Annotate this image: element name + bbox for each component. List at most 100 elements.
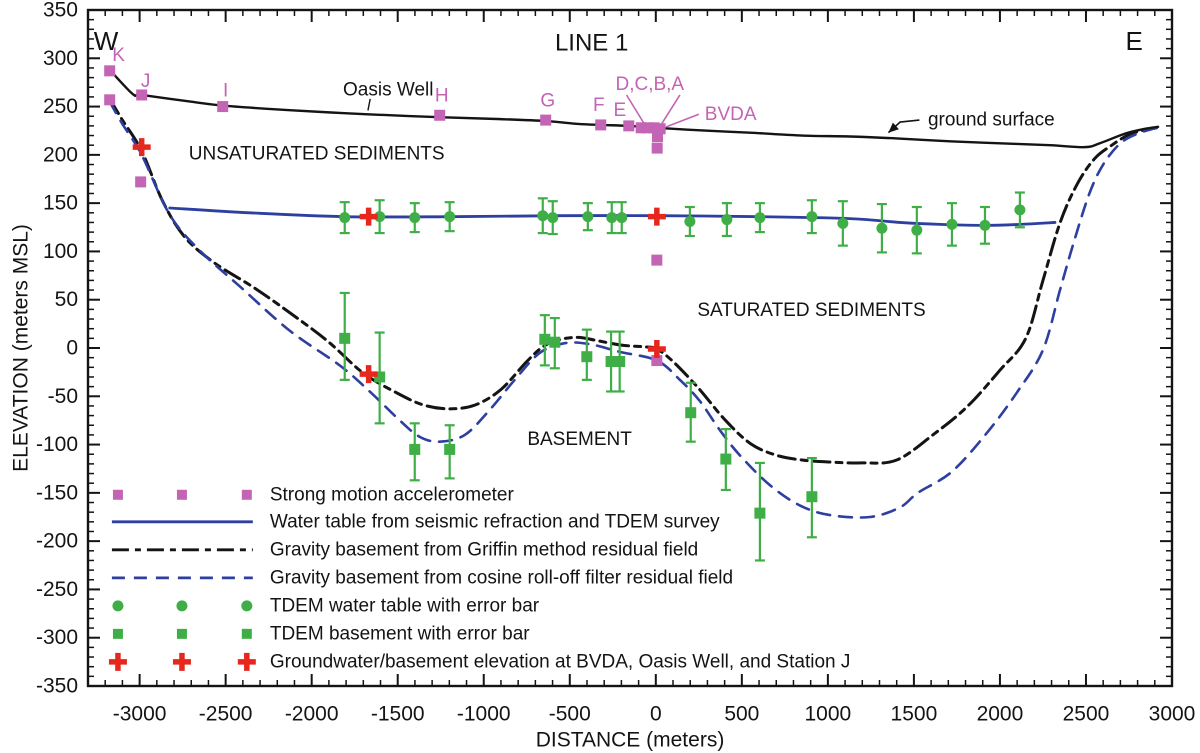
x-tick-label: 3000: [1149, 703, 1196, 726]
station-cross: [647, 339, 666, 358]
annotation-bvda: BVDA: [705, 104, 757, 125]
legend-label-0: Strong motion accelerometer: [270, 484, 515, 505]
accelerometer-square: [135, 176, 147, 188]
accelerometer-square: [651, 142, 663, 154]
station-cross: [647, 207, 666, 226]
tdem-basement-point: [339, 332, 351, 344]
x-tick-label: 2500: [1063, 703, 1110, 726]
accelerometer-square: [642, 122, 654, 134]
tdem-water-point: [582, 211, 594, 223]
annotation-unsaturated: UNSATURATED SEDIMENTS: [189, 143, 445, 164]
x-tick-label: -1500: [371, 703, 425, 726]
station-cross: [359, 365, 378, 384]
annotation-title: LINE 1: [555, 29, 628, 56]
x-tick-label: -2500: [199, 703, 253, 726]
legend-square-marker: [241, 628, 252, 639]
y-tick-label: -100: [36, 433, 78, 456]
tdem-water-point: [911, 224, 923, 236]
tdem-water-point: [837, 217, 849, 229]
x-tick-label: 2000: [977, 703, 1024, 726]
accelerometer-square: [652, 131, 664, 143]
annotation-east: E: [1125, 26, 1142, 56]
annotation-ground-surface: ground surface: [928, 110, 1055, 131]
legend-label-3: Gravity basement from cosine roll-off fi…: [270, 567, 733, 588]
x-tick-label: -1000: [457, 703, 511, 726]
station-cross: [359, 207, 378, 226]
tdem-water-point: [979, 219, 991, 231]
station-label-f: F: [593, 95, 605, 116]
tdem-water-point: [444, 211, 456, 223]
y-tick-label: -200: [36, 530, 78, 553]
station-cross: [132, 138, 151, 157]
annotation-dcba: D,C,B,A: [615, 74, 684, 95]
accelerometer-square: [104, 65, 116, 77]
tdem-basement-point: [720, 453, 732, 465]
tdem-water-point: [409, 212, 421, 224]
dcba-leader-right: [660, 94, 681, 126]
legend-label-5: TDEM basement with error bar: [270, 623, 530, 644]
y-tick-label: 100: [43, 240, 78, 263]
legend-label-2: Gravity basement from Griffin method res…: [270, 539, 698, 560]
y-axis-title: ELEVATION (meters MSL): [10, 224, 33, 472]
y-tick-label: -250: [36, 578, 78, 601]
legend-square-marker: [112, 489, 123, 500]
tdem-basement-point: [806, 491, 818, 503]
tdem-water-point: [606, 212, 618, 224]
tdem-basement-point: [605, 356, 617, 368]
station-label-i: I: [223, 81, 228, 102]
y-tick-label: 350: [43, 0, 78, 22]
x-tick-label: -3000: [113, 703, 167, 726]
accelerometer-square: [635, 122, 647, 134]
legend-label-4: TDEM water table with error bar: [270, 595, 540, 616]
tdem-water-point: [721, 214, 733, 226]
tdem-water-point: [806, 211, 818, 223]
legend-label-1: Water table from seismic refraction and …: [270, 511, 720, 532]
legend-cross-marker: [108, 652, 127, 671]
tdem-water-point: [1014, 204, 1026, 216]
accelerometer-square: [540, 114, 552, 126]
accelerometer-square: [651, 355, 663, 367]
tdem-basement-point: [754, 507, 766, 519]
legend-square-marker: [112, 628, 123, 639]
tdem-basement-point: [549, 336, 561, 348]
ground-surface-arrow-head: [888, 122, 899, 133]
legend-circle-marker: [176, 600, 188, 612]
x-tick-label: 1000: [805, 703, 852, 726]
accelerometer-square: [217, 101, 229, 113]
tdem-basement-point: [409, 443, 421, 455]
legend-cross-marker: [237, 652, 256, 671]
y-tick-label: 200: [43, 143, 78, 166]
legend-cross-marker: [172, 652, 191, 671]
legend-square-marker: [176, 489, 187, 500]
cosine-basement-line: [108, 100, 1158, 519]
tdem-water-point: [537, 210, 549, 222]
tdem-basement-point: [539, 333, 551, 345]
station-label-g: G: [540, 90, 555, 111]
x-tick-label: 500: [724, 703, 759, 726]
legend-circle-marker: [112, 600, 124, 612]
dcba-leader-left: [625, 94, 645, 124]
accelerometer-square: [654, 123, 666, 135]
tdem-basement-point: [581, 351, 593, 363]
accelerometer-square: [434, 109, 446, 121]
tdem-water-point: [754, 212, 766, 224]
tdem-water-point: [946, 218, 958, 230]
accelerometer-square: [136, 89, 148, 101]
annotation-west: W: [94, 26, 119, 56]
tdem-basement-point: [374, 371, 386, 383]
accelerometer-square: [104, 94, 116, 106]
y-tick-label: 0: [66, 337, 78, 360]
bvda-leader: [665, 113, 700, 128]
x-tick-label: 0: [650, 703, 662, 726]
tdem-water-point: [876, 222, 888, 234]
y-tick-label: -300: [36, 626, 78, 649]
tdem-basement-point: [614, 356, 626, 368]
legend-square-marker: [241, 489, 252, 500]
accelerometer-square: [595, 119, 607, 131]
y-tick-label: -50: [48, 385, 78, 408]
tdem-water-point: [684, 215, 696, 227]
x-tick-label: -500: [549, 703, 591, 726]
annotation-saturated: SATURATED SEDIMENTS: [697, 300, 925, 321]
